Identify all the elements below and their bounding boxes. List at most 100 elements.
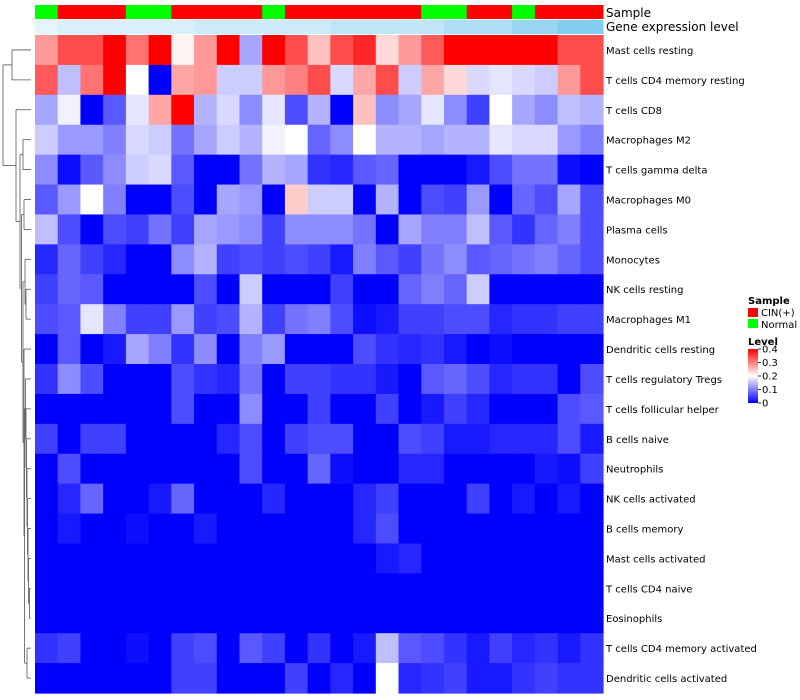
heatmap-cell [443,334,468,365]
heatmap-cell [443,483,468,515]
heatmap-cell [512,304,536,335]
row-label: Dendritic cells resting [606,345,715,356]
sample-annotation-cell [375,5,400,19]
heatmap-cell [307,35,331,66]
sample-annotation-cell [353,5,377,19]
heatmap-cell [35,304,59,335]
row-label: T cells follicular helper [605,405,720,416]
heatmap-cell [194,184,218,216]
heatmap-cell [443,184,468,216]
row-label: NK cells resting [606,285,683,296]
heatmap-cell [443,423,468,455]
heatmap-cell [171,453,195,485]
heatmap-cell [534,663,559,694]
heatmap-cell [284,35,309,66]
heatmap-cell [534,244,559,275]
row-label: B cells naive [606,435,669,446]
row-label: Macrophages M1 [606,315,691,326]
heatmap-cell [557,274,581,305]
sample-annotation-cell [216,5,240,19]
heatmap-cell [171,184,195,216]
heatmap-cell [512,64,536,96]
heatmap-cell [284,274,309,305]
heatmap-cell [125,603,150,634]
heatmap-cell [353,94,377,126]
heatmap-cell [216,603,241,634]
expression-level-annotation-cell [307,20,331,34]
heatmap-cell [307,633,331,664]
heatmap-cell [443,393,468,425]
heatmap-cell [512,334,536,365]
heatmap-cell [103,483,127,515]
heatmap-cell [353,334,377,365]
heatmap-cell [216,35,241,66]
heatmap-cell [194,573,218,604]
sample-annotation-cell [580,5,604,19]
heatmap-cell [534,64,559,96]
sample-annotation-cell [239,5,263,19]
expression-level-annotation-cell [80,20,104,34]
heatmap-cell [466,364,490,395]
expression-level-annotation-cell [262,20,286,34]
heatmap-cell [35,214,59,245]
heatmap-cell [443,35,468,66]
heatmap-cell [580,94,604,126]
heatmap-cell [489,603,513,634]
row-label: T cells CD4 memory resting [605,76,745,87]
heatmap-cell [534,184,559,216]
heatmap-cell [125,543,150,574]
heatmap-cell [80,513,104,545]
heatmap-cell [466,184,490,216]
heatmap-cell [284,483,309,515]
heatmap-cell [171,543,195,574]
heatmap-cell [239,633,263,664]
heatmap-cell [35,423,59,455]
heatmap-cell [398,573,422,604]
heatmap-cell [194,663,218,694]
heatmap-cell [330,423,354,455]
heatmap-cell [557,334,581,365]
heatmap-cell [330,94,354,126]
heatmap-cell [148,573,172,604]
heatmap-cell [80,94,104,126]
heatmap-cell [375,35,400,66]
heatmap-cell [35,543,59,574]
heatmap-cell [375,364,400,395]
heatmap-cell [489,124,513,156]
heatmap-cell [398,483,422,515]
heatmap-cell [125,573,150,604]
heatmap-cell [194,334,218,365]
heatmap-cell [489,154,513,186]
heatmap-cell [557,663,581,694]
heatmap-cell [148,603,172,634]
heatmap-cell [80,35,104,66]
expression-level-annotation-cell [398,20,422,34]
heatmap-cell [57,304,82,335]
heatmap-cell [171,334,195,365]
heatmap-cell [580,124,604,156]
heatmap-cell [262,543,286,574]
heatmap-cell [57,393,82,425]
heatmap-cell [580,663,604,694]
heatmap-cell [171,364,195,395]
heatmap-cell [398,603,422,634]
heatmap-cell [284,64,309,96]
heatmap-cell [330,603,354,634]
heatmap-cell [489,633,513,664]
level-tick-label: 0 [762,399,768,410]
heatmap-cell [557,64,581,96]
sample-annotation-cell [534,5,559,19]
heatmap-cell [421,543,445,574]
heatmap-cell [216,184,241,216]
heatmap-cell [80,304,104,335]
heatmap-cell [398,364,422,395]
sample-annotation-cell [330,5,354,19]
heatmap-cell [103,663,127,694]
heatmap-cell [512,543,536,574]
heatmap-cell [307,304,331,335]
heatmap-cell [80,124,104,156]
heatmap-cell [512,633,536,664]
sample-annotation-cell [80,5,104,19]
heatmap-cell [125,453,150,485]
heatmap-cell [557,154,581,186]
